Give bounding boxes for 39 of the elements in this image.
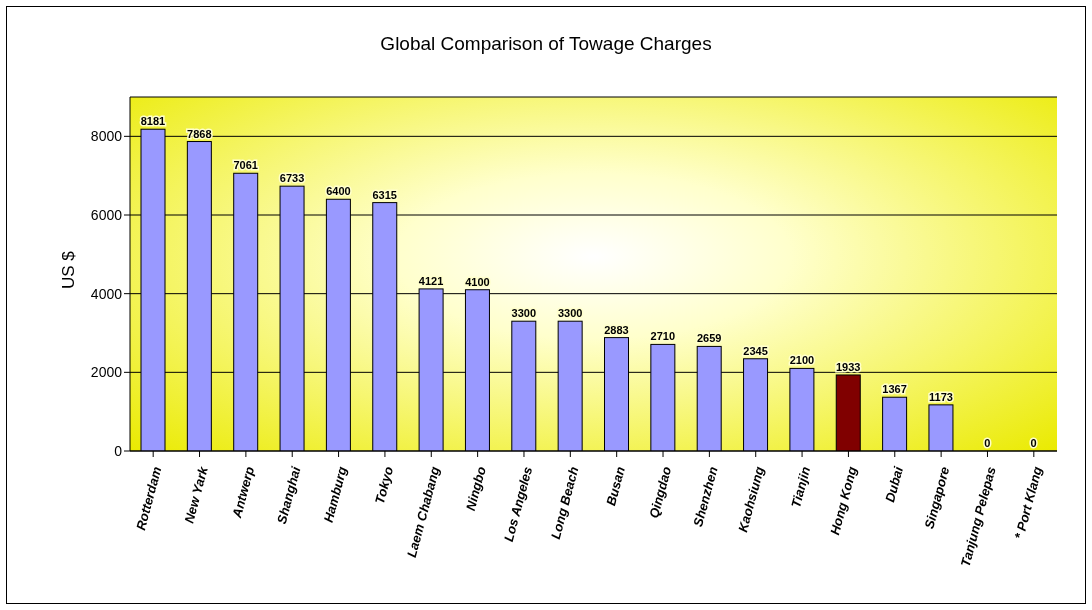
data-label: 2883 [604, 323, 629, 336]
x-tick-label: * Port Klang [1011, 465, 1046, 541]
y-tick-label: 0 [114, 442, 123, 459]
data-label: 4121 [418, 274, 444, 287]
data-label: 1173 [929, 390, 953, 403]
data-label: 4100 [465, 275, 490, 288]
data-label: 2659 [696, 332, 722, 345]
x-tick-label: Hong Kong [827, 465, 860, 537]
data-label: 0 [1030, 437, 1037, 449]
y-axis-title: US $ [59, 250, 79, 289]
x-tick-label: Tianjin [788, 465, 814, 510]
y-tick-label: 4000 [90, 285, 123, 302]
x-tick-label: Antwerp [228, 465, 258, 521]
y-tick-label: 8000 [90, 128, 123, 145]
data-label: 2100 [789, 354, 815, 367]
data-label: 1933 [836, 360, 861, 373]
data-label: 6315 [372, 188, 397, 201]
data-label: 3300 [511, 307, 537, 320]
x-tick-label: New Yark [181, 464, 211, 525]
data-label: 1367 [882, 383, 907, 396]
x-tick-label: Tokyo [371, 465, 397, 506]
x-tick-label: Long Beach [547, 465, 582, 541]
data-label: 3300 [557, 307, 583, 320]
data-label: 6400 [326, 185, 351, 198]
data-label: 7061 [233, 159, 258, 172]
x-tick-label: Busan [603, 465, 628, 508]
x-tick-label: Qingdao [646, 465, 675, 520]
y-tick-label: 6000 [90, 206, 123, 223]
chart-title: Global Comparison of Towage Charges [379, 33, 713, 55]
x-tick-label: Dubai [882, 464, 907, 504]
x-tick-label: Shanghai [273, 464, 304, 526]
data-label: 0 [984, 437, 991, 449]
data-label: 6733 [279, 172, 305, 185]
x-tick-label: Ningbo [462, 465, 489, 513]
data-label: 2710 [650, 330, 676, 343]
data-label: 2345 [743, 344, 768, 357]
x-tick-label: Los Angeles [500, 465, 536, 544]
y-tick-label: 2000 [90, 364, 123, 381]
data-label: 8181 [140, 115, 166, 128]
